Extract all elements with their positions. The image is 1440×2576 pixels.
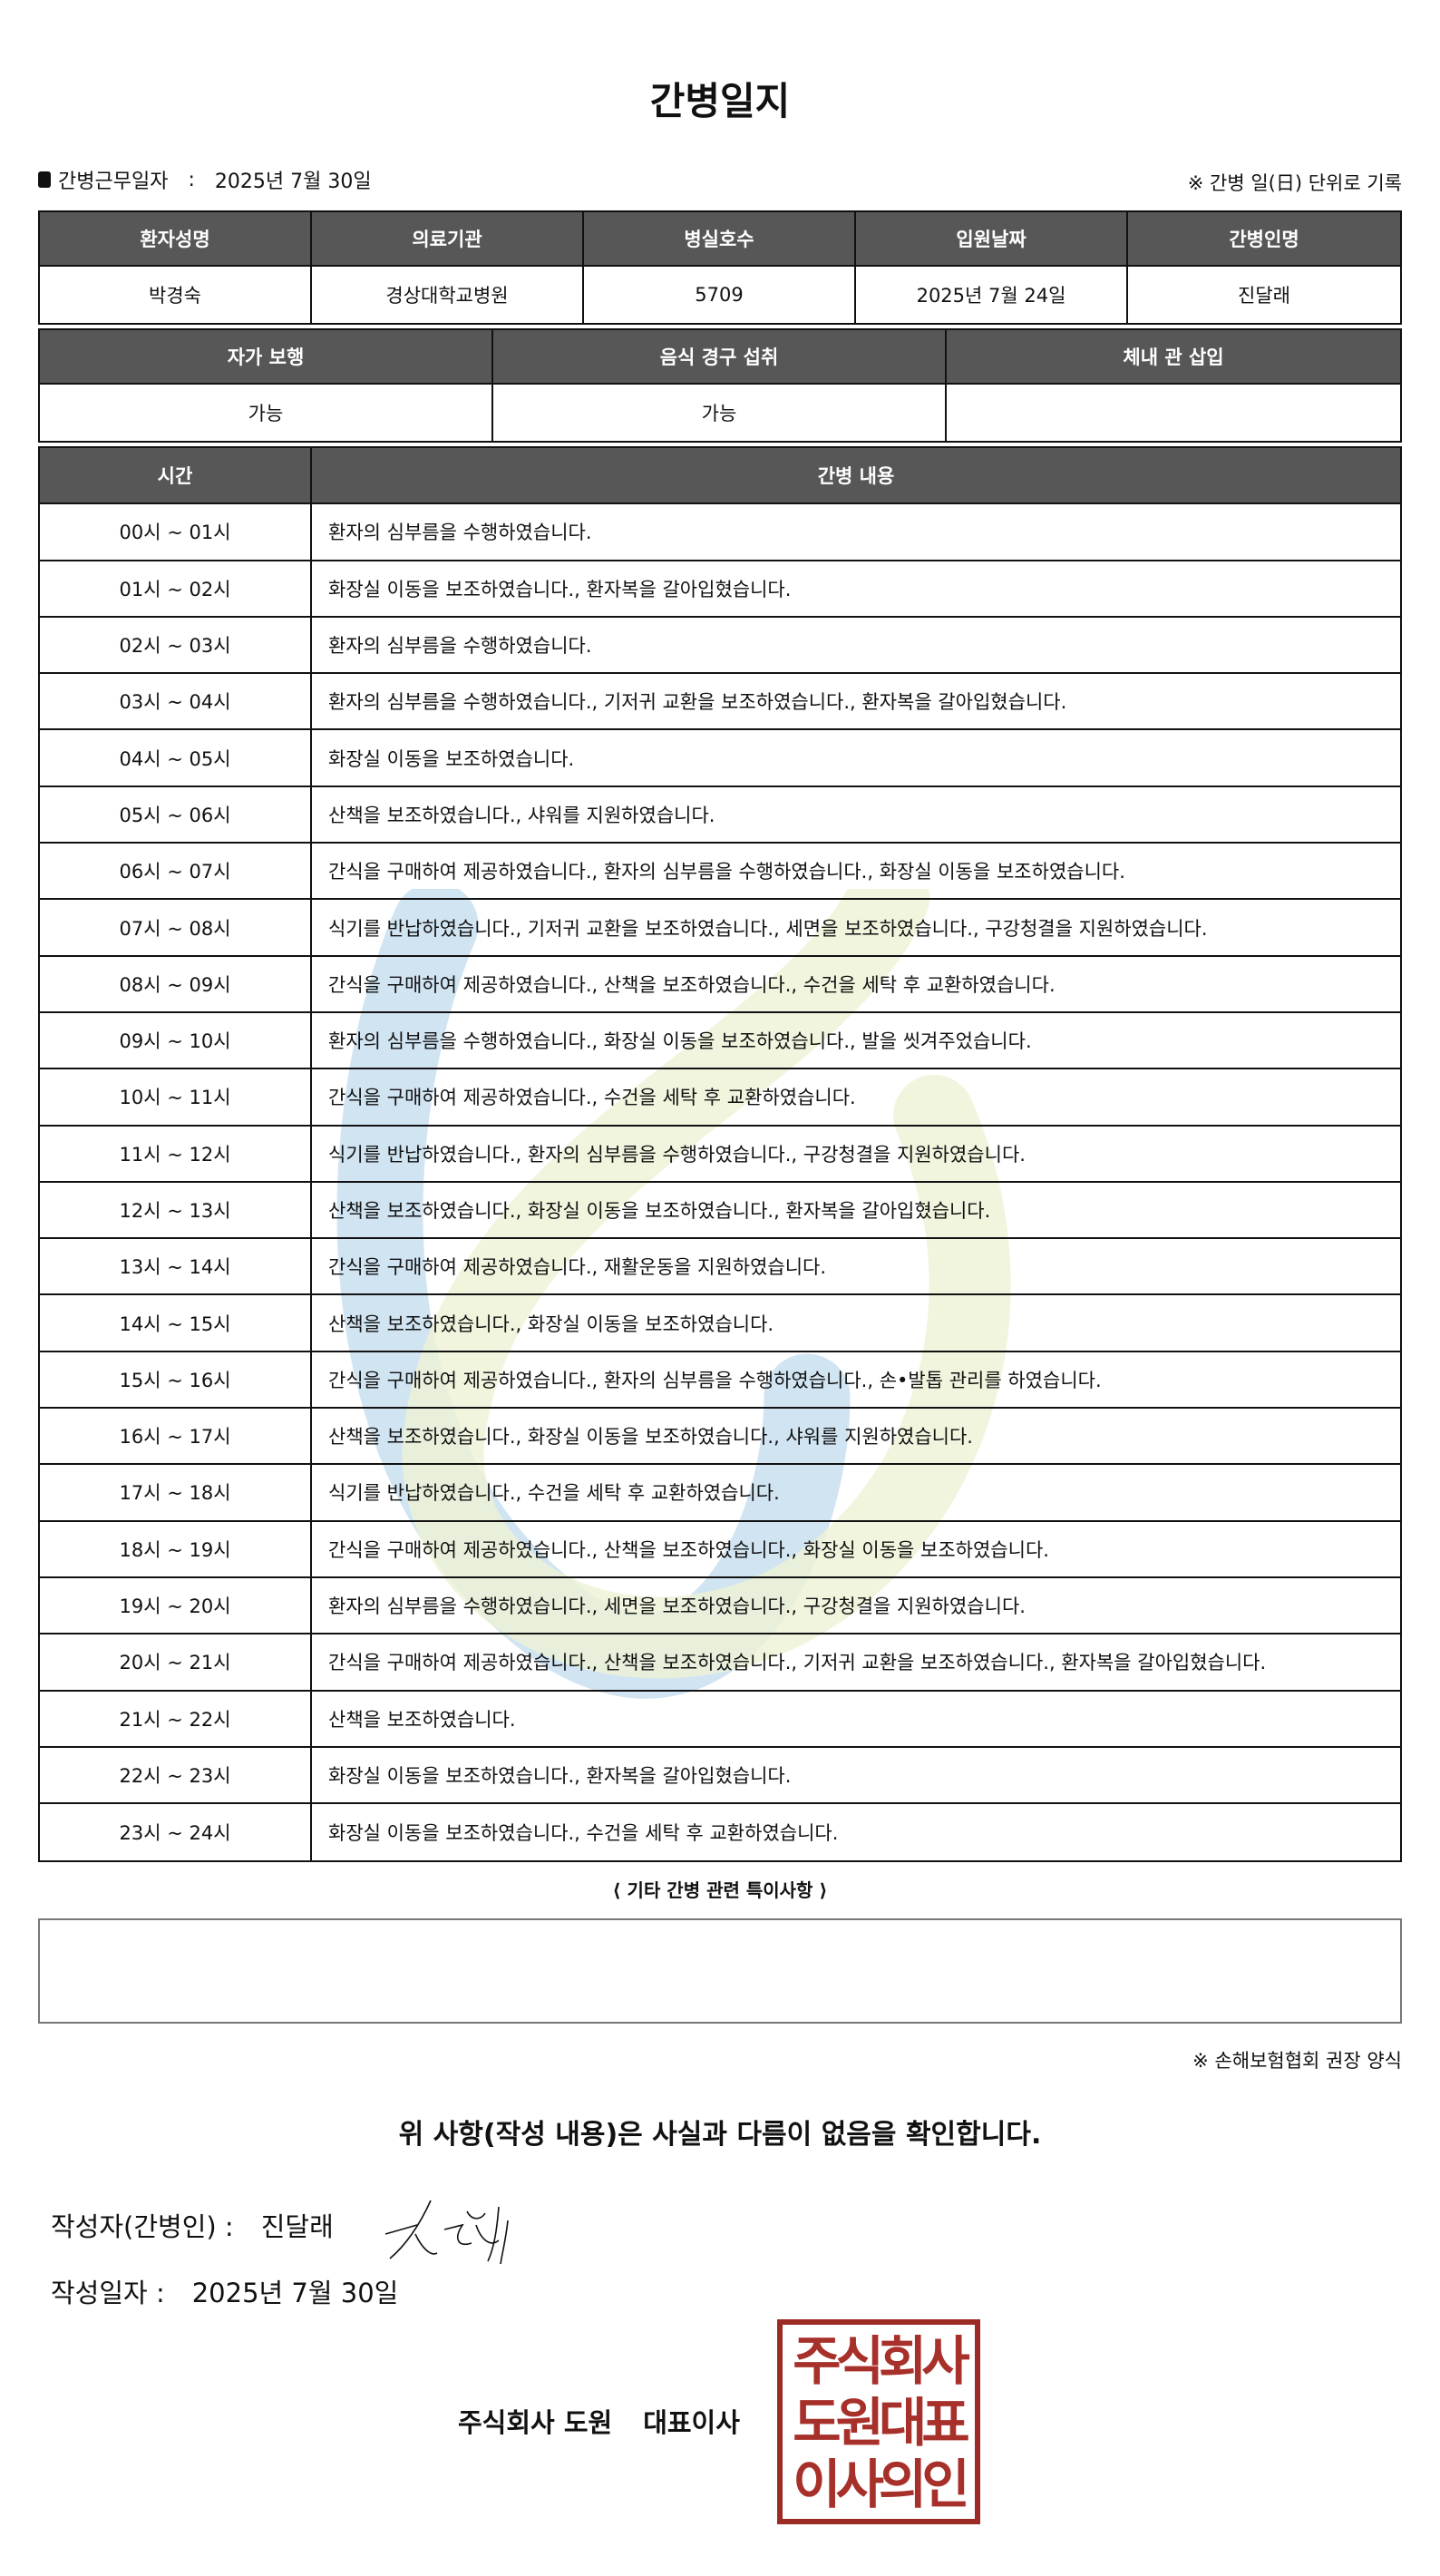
care-log-table: 시간 간병 내용 00시 ~ 01시 환자의 심부름을 수행하였습니다. 01시 ~ 0… [38,446,1402,1863]
table-cell [947,385,1400,441]
column-header: 의료기관 [312,212,584,267]
company-line: 주식회사 도원 대표이사 [458,2402,740,2440]
care-content: 간식을 구매하여 제공하였습니다., 환자의 심부름을 수행하였습니다., 화장… [312,844,1400,901]
write-date-value: 2025년 7월 30일 [191,2278,399,2308]
care-content: 간식을 구매하여 제공하였습니다., 환자의 심부름을 수행하였습니다., 손•… [312,1352,1400,1410]
time-slot: 13시 ~ 14시 [40,1239,312,1296]
care-content: 환자의 심부름을 수행하였습니다., 세면을 보조하였습니다., 구강청결을 지… [312,1578,1400,1635]
work-date-label: 간병근무일자 [58,171,169,193]
time-slot: 23시 ~ 24시 [40,1804,312,1861]
time-slot: 21시 ~ 22시 [40,1691,312,1748]
stamp-line: 주식회사 [793,2330,969,2392]
company-title: 대표이사 [643,2407,740,2438]
time-slot: 12시 ~ 13시 [40,1182,312,1240]
time-slot: 05시 ~ 06시 [40,786,312,844]
bullet-icon [38,171,51,188]
column-header: 체내 관 삽입 [947,330,1400,385]
table-cell: 진달래 [1238,285,1290,307]
writer-name: 진달래 [260,2211,334,2242]
column-header-content: 간병 내용 [312,448,1400,505]
work-date: 간병근무일자 : 2025년 7월 30일 [38,165,372,194]
time-slot: 20시 ~ 21시 [40,1634,312,1692]
write-date-label: 작성일자 : [51,2278,165,2308]
care-content: 산책을 보조하였습니다. [312,1692,1400,1748]
table-cell: 가능 [40,385,493,441]
table-cell: 박경숙 [40,267,312,323]
care-content: 환자의 심부름을 수행하였습니다. [312,618,1400,675]
care-content: 산책을 보조하였습니다., 샤워를 지원하였습니다. [312,787,1400,844]
time-slot: 07시 ~ 08시 [40,900,312,957]
care-content: 화장실 이동을 보조하였습니다., 환자복을 갈아입혔습니다. [312,561,1400,618]
time-slot: 01시 ~ 02시 [40,561,312,618]
table-cell: 가능 [493,385,947,441]
care-content: 산책을 보조하였습니다., 화장실 이동을 보조하였습니다., 샤워를 지원하였… [312,1409,1400,1466]
time-slot: 22시 ~ 23시 [40,1747,312,1805]
care-content: 산책을 보조하였습니다., 화장실 이동을 보조하였습니다., 환자복을 갈아입… [312,1183,1400,1240]
notes-title: ⟨ 기타 간병 관련 특이사항 ⟩ [612,1879,828,1901]
writer-label: 작성자(간병인) : [51,2211,234,2242]
column-header: 간병인명 [1128,212,1400,267]
time-slot: 18시 ~ 19시 [40,1521,312,1578]
column-header: 자가 보행 [40,330,493,385]
time-slot: 14시 ~ 15시 [40,1295,312,1352]
care-content: 환자의 심부름을 수행하였습니다., 기저귀 교환을 보조하였습니다., 환자복… [312,674,1400,731]
time-slot: 15시 ~ 16시 [40,1351,312,1410]
column-header: 입원날짜 [856,212,1128,267]
table-cell: 경상대학교병원 [312,267,584,323]
care-content: 간식을 구매하여 제공하였습니다., 산책을 보조하였습니다., 화장실 이동을… [312,1522,1400,1578]
care-content: 식기를 반납하였습니다., 수건을 세탁 후 교환하였습니다. [312,1465,1400,1522]
column-header: 병실호수 [584,212,856,267]
column-header-time: 시간 [40,448,312,505]
care-content: 간식을 구매하여 제공하였습니다., 산책을 보조하였습니다., 기저귀 교환을… [312,1634,1400,1692]
time-slot: 08시 ~ 09시 [40,956,312,1013]
care-content: 간식을 구매하여 제공하였습니다., 수건을 세탁 후 교환하였습니다. [312,1069,1400,1127]
time-slot: 19시 ~ 20시 [40,1577,312,1635]
confirmation-statement: 위 사항(작성 내용)은 사실과 다름이 없음을 확인합니다. [398,2119,1042,2151]
care-content: 산책을 보조하였습니다., 화장실 이동을 보조하였습니다. [312,1295,1400,1352]
care-content: 환자의 심부름을 수행하였습니다., 화장실 이동을 보조하였습니다., 발을 … [312,1013,1400,1070]
table-cell: 2025년 7월 24일 [856,267,1128,323]
work-date-value: 2025년 7월 30일 [214,171,372,193]
time-slot: 16시 ~ 17시 [40,1409,312,1466]
stamp-line: 도원대표 [793,2392,969,2454]
care-content: 간식을 구매하여 제공하였습니다., 산책을 보조하였습니다., 수건을 세탁 … [312,957,1400,1013]
time-slot: 10시 ~ 11시 [40,1069,312,1127]
work-date-separator: : [188,168,195,191]
notes-box[interactable] [38,1918,1402,2024]
care-content: 화장실 이동을 보조하였습니다., 수건을 세탁 후 교환하였습니다. [328,1822,839,1845]
care-content: 화장실 이동을 보조하였습니다. [312,730,1400,787]
company-name: 주식회사 도원 [458,2407,613,2438]
form-source-note: ※ 손해보험협회 권장 양식 [1192,2050,1402,2072]
signature [384,2200,509,2265]
time-slot: 00시 ~ 01시 [40,504,312,561]
writer-line: 작성자(간병인) : 진달래 [51,2206,334,2244]
time-slot: 11시 ~ 12시 [40,1126,312,1183]
table-cell: 5709 [584,267,856,323]
time-slot: 03시 ~ 04시 [40,674,312,731]
care-content: 환자의 심부름을 수행하였습니다. [312,504,1400,561]
time-slot: 06시 ~ 07시 [40,844,312,901]
time-slot: 17시 ~ 18시 [40,1465,312,1522]
time-slot: 02시 ~ 03시 [40,617,312,675]
stamp-line: 이사의인 [793,2454,969,2515]
care-content: 식기를 반납하였습니다., 기저귀 교환을 보조하였습니다., 세면을 보조하였… [312,900,1400,957]
page-title: 간병일지 [649,79,791,123]
care-content: 간식을 구매하여 제공하였습니다., 재활운동을 지원하였습니다. [312,1239,1400,1296]
column-header: 음식 경구 섭취 [493,330,947,385]
care-content: 식기를 반납하였습니다., 환자의 심부름을 수행하였습니다., 구강청결을 지… [312,1127,1400,1183]
company-seal-stamp: 주식회사 도원대표 이사의인 [777,2319,980,2524]
column-header: 환자성명 [40,212,312,267]
time-slot: 09시 ~ 10시 [40,1012,312,1070]
patient-status-table: 자가 보행 음식 경구 섭취 체내 관 삽입 가능 가능 [38,328,1402,443]
record-unit-note: ※ 간병 일(日) 단위로 기록 [1187,172,1402,194]
time-slot: 04시 ~ 05시 [40,730,312,787]
write-date-line: 작성일자 : 2025년 7월 30일 [51,2272,398,2310]
care-content: 화장실 이동을 보조하였습니다., 환자복을 갈아입혔습니다. [312,1748,1400,1805]
